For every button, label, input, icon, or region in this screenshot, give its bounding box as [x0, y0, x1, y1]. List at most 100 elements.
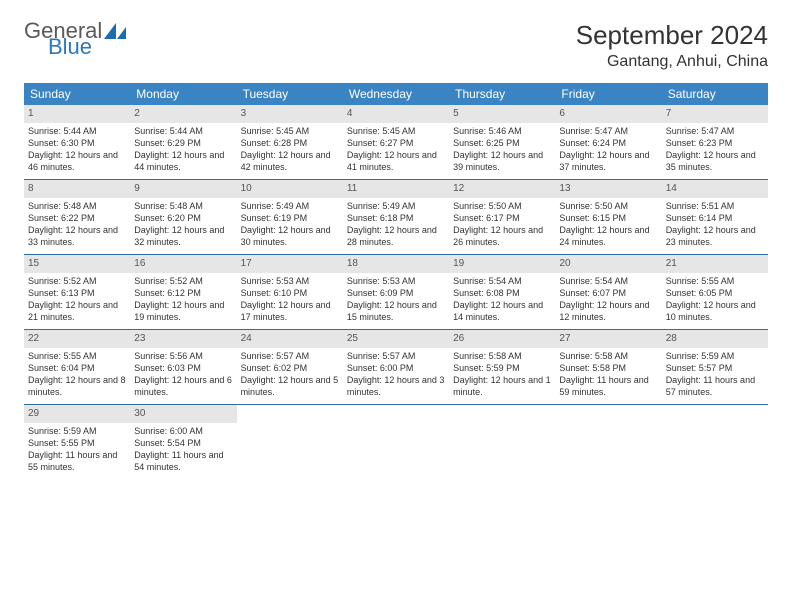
week-row: 1Sunrise: 5:44 AMSunset: 6:30 PMDaylight… — [24, 105, 768, 180]
day-number: 5 — [449, 105, 555, 123]
day-number: 30 — [130, 405, 236, 423]
sunrise-line: Sunrise: 5:59 AM — [28, 425, 126, 437]
sunrise-line: Sunrise: 5:49 AM — [241, 200, 339, 212]
sunset-line: Sunset: 6:25 PM — [453, 137, 551, 149]
day-cell: 22Sunrise: 5:55 AMSunset: 6:04 PMDayligh… — [24, 330, 130, 405]
sunrise-line: Sunrise: 5:54 AM — [559, 275, 657, 287]
daylight-line: Daylight: 11 hours and 54 minutes. — [134, 449, 232, 473]
sunset-line: Sunset: 6:07 PM — [559, 287, 657, 299]
sunset-line: Sunset: 6:28 PM — [241, 137, 339, 149]
sunset-line: Sunset: 6:15 PM — [559, 212, 657, 224]
day-cell: 29Sunrise: 5:59 AMSunset: 5:55 PMDayligh… — [24, 405, 130, 480]
day-cell: 9Sunrise: 5:48 AMSunset: 6:20 PMDaylight… — [130, 180, 236, 255]
day-number: 24 — [237, 330, 343, 348]
daylight-line: Daylight: 12 hours and 19 minutes. — [134, 299, 232, 323]
day-cell: 28Sunrise: 5:59 AMSunset: 5:57 PMDayligh… — [662, 330, 768, 405]
sunrise-line: Sunrise: 5:59 AM — [666, 350, 764, 362]
day-cell: 15Sunrise: 5:52 AMSunset: 6:13 PMDayligh… — [24, 255, 130, 330]
sunset-line: Sunset: 6:10 PM — [241, 287, 339, 299]
sunset-line: Sunset: 6:18 PM — [347, 212, 445, 224]
sunrise-line: Sunrise: 5:51 AM — [666, 200, 764, 212]
logo: General Blue — [24, 20, 126, 58]
day-number: 15 — [24, 255, 130, 273]
day-number: 4 — [343, 105, 449, 123]
day-cell: 1Sunrise: 5:44 AMSunset: 6:30 PMDaylight… — [24, 105, 130, 180]
weekday-header: Friday — [555, 83, 661, 105]
weekday-header: Sunday — [24, 83, 130, 105]
day-cell: 11Sunrise: 5:49 AMSunset: 6:18 PMDayligh… — [343, 180, 449, 255]
sunrise-line: Sunrise: 5:53 AM — [347, 275, 445, 287]
sunrise-line: Sunrise: 5:45 AM — [347, 125, 445, 137]
daylight-line: Daylight: 12 hours and 42 minutes. — [241, 149, 339, 173]
title-block: September 2024 Gantang, Anhui, China — [576, 20, 768, 71]
daylight-line: Daylight: 12 hours and 44 minutes. — [134, 149, 232, 173]
sunset-line: Sunset: 5:55 PM — [28, 437, 126, 449]
daylight-line: Daylight: 12 hours and 33 minutes. — [28, 224, 126, 248]
day-cell: 26Sunrise: 5:58 AMSunset: 5:59 PMDayligh… — [449, 330, 555, 405]
sunrise-line: Sunrise: 5:50 AM — [559, 200, 657, 212]
sunrise-line: Sunrise: 5:48 AM — [134, 200, 232, 212]
sunrise-line: Sunrise: 6:00 AM — [134, 425, 232, 437]
day-number: 10 — [237, 180, 343, 198]
sunrise-line: Sunrise: 5:49 AM — [347, 200, 445, 212]
day-number: 28 — [662, 330, 768, 348]
logo-text-blue: Blue — [48, 36, 126, 58]
daylight-line: Daylight: 12 hours and 12 minutes. — [559, 299, 657, 323]
daylight-line: Daylight: 12 hours and 5 minutes. — [241, 374, 339, 398]
sunset-line: Sunset: 6:13 PM — [28, 287, 126, 299]
day-cell — [237, 405, 343, 480]
daylight-line: Daylight: 12 hours and 39 minutes. — [453, 149, 551, 173]
day-cell: 12Sunrise: 5:50 AMSunset: 6:17 PMDayligh… — [449, 180, 555, 255]
sunset-line: Sunset: 6:22 PM — [28, 212, 126, 224]
day-cell: 16 Sunrise: 5:52 AMSunset: 6:12 PMDayligh… — [130, 255, 236, 330]
sunrise-line: Sunrise: 5:52 AM — [28, 275, 126, 287]
daylight-line: Daylight: 12 hours and 26 minutes. — [453, 224, 551, 248]
month-title: September 2024 — [576, 20, 768, 51]
calendar-table: Sunday Monday Tuesday Wednesday Thursday… — [24, 83, 768, 479]
sunset-line: Sunset: 6:27 PM — [347, 137, 445, 149]
day-number: 11 — [343, 180, 449, 198]
day-cell — [555, 405, 661, 480]
day-number: 13 — [555, 180, 661, 198]
day-number: 2 — [130, 105, 236, 123]
sunset-line: Sunset: 6:14 PM — [666, 212, 764, 224]
day-cell: 2Sunrise: 5:44 AMSunset: 6:29 PMDaylight… — [130, 105, 236, 180]
sunset-line: Sunset: 6:05 PM — [666, 287, 764, 299]
day-cell: 24Sunrise: 5:57 AMSunset: 6:02 PMDayligh… — [237, 330, 343, 405]
day-number: 9 — [130, 180, 236, 198]
day-number: 16 — [130, 255, 236, 273]
sunset-line: Sunset: 6:00 PM — [347, 362, 445, 374]
sunrise-line: Sunrise: 5:50 AM — [453, 200, 551, 212]
sunset-line: Sunset: 6:12 PM — [134, 287, 232, 299]
daylight-line: Daylight: 12 hours and 24 minutes. — [559, 224, 657, 248]
week-row: 29Sunrise: 5:59 AMSunset: 5:55 PMDayligh… — [24, 405, 768, 480]
sunset-line: Sunset: 5:54 PM — [134, 437, 232, 449]
sunset-line: Sunset: 5:59 PM — [453, 362, 551, 374]
day-number: 19 — [449, 255, 555, 273]
sunrise-line: Sunrise: 5:48 AM — [28, 200, 126, 212]
day-number: 7 — [662, 105, 768, 123]
header: General Blue September 2024 Gantang, Anh… — [24, 20, 768, 71]
day-number: 6 — [555, 105, 661, 123]
day-cell: 13 Sunrise: 5:50 AMSunset: 6:15 PMDayligh… — [555, 180, 661, 255]
daylight-line: Daylight: 12 hours and 23 minutes. — [666, 224, 764, 248]
daylight-line: Daylight: 12 hours and 10 minutes. — [666, 299, 764, 323]
sunset-line: Sunset: 6:04 PM — [28, 362, 126, 374]
daylight-line: Daylight: 12 hours and 1 minute. — [453, 374, 551, 398]
sunrise-line: Sunrise: 5:54 AM — [453, 275, 551, 287]
daylight-line: Daylight: 12 hours and 46 minutes. — [28, 149, 126, 173]
week-row: 15Sunrise: 5:52 AMSunset: 6:13 PMDayligh… — [24, 255, 768, 330]
day-cell — [662, 405, 768, 480]
sunrise-line: Sunrise: 5:58 AM — [559, 350, 657, 362]
sunset-line: Sunset: 6:20 PM — [134, 212, 232, 224]
calendar-body: 1Sunrise: 5:44 AMSunset: 6:30 PMDaylight… — [24, 105, 768, 479]
day-cell: 19Sunrise: 5:54 AMSunset: 6:08 PMDayligh… — [449, 255, 555, 330]
weekday-header: Wednesday — [343, 83, 449, 105]
calendar-page: General Blue September 2024 Gantang, Anh… — [0, 0, 792, 499]
daylight-line: Daylight: 12 hours and 35 minutes. — [666, 149, 764, 173]
day-number: 3 — [237, 105, 343, 123]
daylight-line: Daylight: 12 hours and 6 minutes. — [134, 374, 232, 398]
day-number: 17 — [237, 255, 343, 273]
sunrise-line: Sunrise: 5:52 AM — [134, 275, 232, 287]
day-number: 27 — [555, 330, 661, 348]
